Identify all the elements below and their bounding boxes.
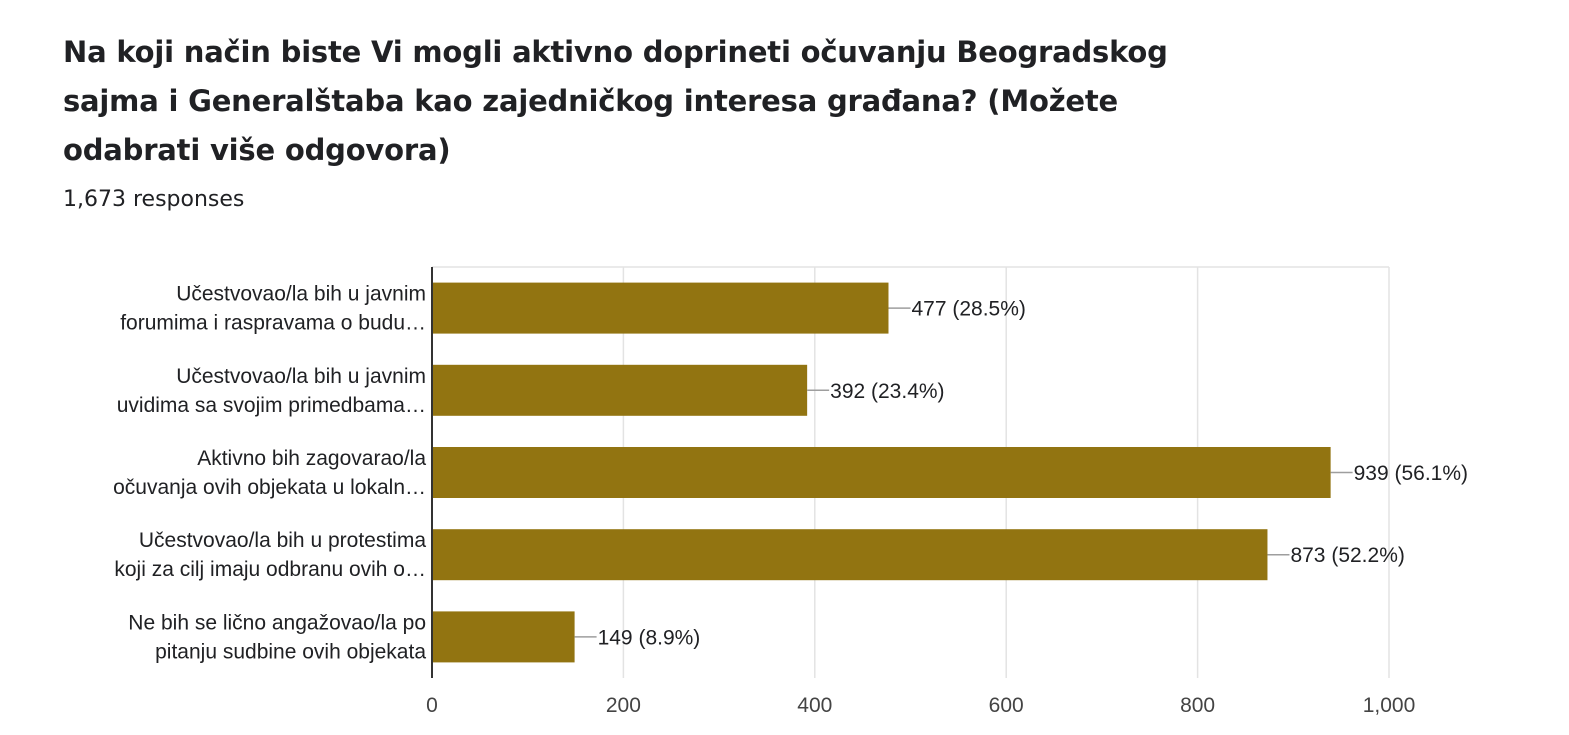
data-label: 392 (23.4%) xyxy=(830,380,944,403)
category-label: forumima i raspravama o budu… xyxy=(120,312,426,335)
category-label: koji za cilj imaju odbranu ovih o… xyxy=(114,558,426,581)
response-count: 1,673 responses xyxy=(63,187,245,212)
data-label: 149 (8.9%) xyxy=(598,626,701,649)
bar[interactable] xyxy=(432,282,889,334)
data-label: 873 (52.2%) xyxy=(1290,544,1404,567)
category-label: uvidima sa svojim primedbama… xyxy=(117,394,426,417)
bar[interactable] xyxy=(432,364,808,416)
data-label: 939 (56.1%) xyxy=(1354,462,1468,485)
labels: 0 200 400 600 800 1,000 477 (28.5%) Učestvovao/… xyxy=(113,283,1468,717)
category-label: očuvanja ovih objekata u lokaln… xyxy=(113,476,426,499)
x-tick-label: 800 xyxy=(1180,694,1215,717)
x-tick-label: 600 xyxy=(989,694,1024,717)
x-tick-label: 0 xyxy=(426,694,438,717)
category-label: Učestvovao/la bih u javnim xyxy=(176,283,426,306)
category-label: Aktivno bih zagovarao/la xyxy=(197,447,426,470)
category-label: Učestvovao/la bih u javnim xyxy=(176,365,426,388)
x-tick-label: 200 xyxy=(606,694,641,717)
bar[interactable] xyxy=(432,447,1331,498)
category-label: pitanju sudbine ovih objekata xyxy=(155,640,426,663)
data-label: 477 (28.5%) xyxy=(911,298,1025,321)
x-tick-label: 400 xyxy=(797,694,832,717)
bars xyxy=(432,282,1353,663)
question-title: Na koji način biste Vi mogli aktivno dop… xyxy=(63,35,1168,167)
bar[interactable] xyxy=(432,611,575,663)
bar[interactable] xyxy=(432,529,1268,581)
x-tick-label: 1,000 xyxy=(1363,694,1416,717)
category-label: Ne bih se lično angažovao/la po xyxy=(128,611,426,634)
category-label: Učestvovao/la bih u protestima xyxy=(139,529,426,552)
